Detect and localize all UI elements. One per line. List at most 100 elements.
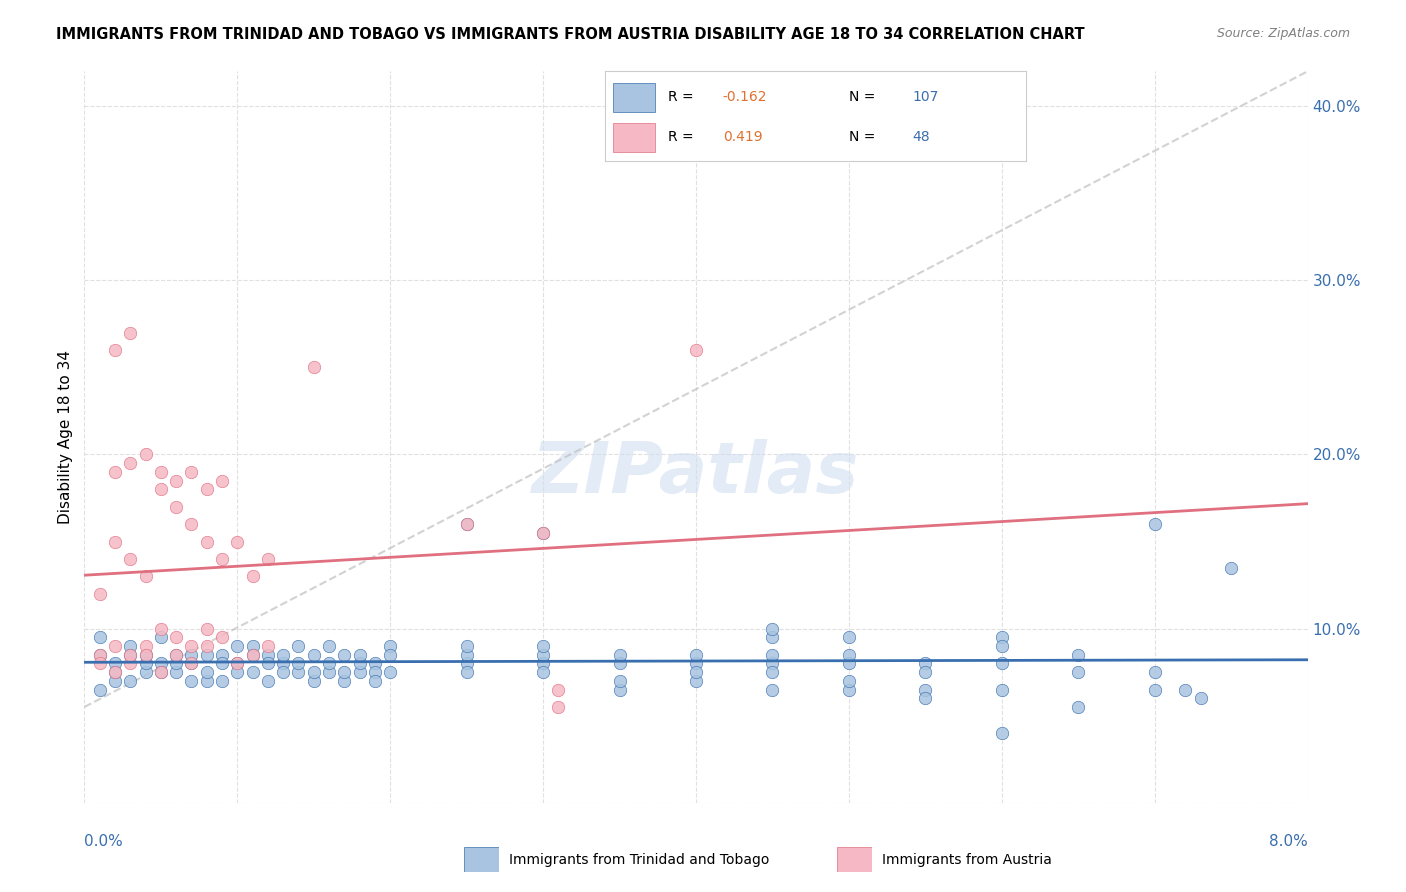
Text: 107: 107 <box>912 90 939 104</box>
Point <box>135 648 157 662</box>
Point <box>838 631 860 645</box>
Point <box>211 673 233 688</box>
Point <box>120 639 142 653</box>
Point <box>120 648 142 662</box>
Point <box>242 639 264 653</box>
Point <box>104 657 127 671</box>
Point <box>120 326 142 340</box>
Point <box>1067 648 1090 662</box>
Point <box>257 673 280 688</box>
Point <box>333 673 356 688</box>
Point <box>104 665 127 680</box>
Point <box>685 343 707 357</box>
Point <box>838 648 860 662</box>
Point <box>838 673 860 688</box>
Point <box>364 657 387 671</box>
Point <box>226 534 249 549</box>
Point <box>531 525 554 540</box>
Point <box>609 648 631 662</box>
Point <box>257 648 280 662</box>
Point <box>89 682 111 697</box>
Point <box>914 657 936 671</box>
Point <box>242 665 264 680</box>
Point <box>149 622 172 636</box>
Point <box>149 631 172 645</box>
Point <box>761 622 783 636</box>
Point <box>149 665 172 680</box>
Text: Source: ZipAtlas.com: Source: ZipAtlas.com <box>1216 27 1350 40</box>
Point <box>609 673 631 688</box>
Text: -0.162: -0.162 <box>723 90 768 104</box>
Point <box>135 448 157 462</box>
Point <box>761 631 783 645</box>
Point <box>991 657 1014 671</box>
Text: R =: R = <box>668 90 697 104</box>
Point <box>135 657 157 671</box>
Point <box>456 648 478 662</box>
Point <box>149 657 172 671</box>
Point <box>364 673 387 688</box>
Text: 8.0%: 8.0% <box>1268 834 1308 849</box>
Point <box>149 483 172 497</box>
Point <box>456 639 478 653</box>
Point <box>120 552 142 566</box>
Point <box>914 665 936 680</box>
Point <box>761 657 783 671</box>
Point <box>89 648 111 662</box>
Point <box>1189 691 1212 706</box>
Point <box>333 665 356 680</box>
Point <box>211 552 233 566</box>
Point <box>165 631 187 645</box>
Point <box>531 648 554 662</box>
Point <box>257 552 280 566</box>
Text: 48: 48 <box>912 130 931 145</box>
FancyBboxPatch shape <box>613 123 655 152</box>
Point <box>120 657 142 671</box>
Text: R =: R = <box>668 130 697 145</box>
Point <box>180 657 202 671</box>
Point <box>318 657 340 671</box>
Point <box>195 483 218 497</box>
Point <box>1143 517 1166 532</box>
FancyBboxPatch shape <box>613 83 655 112</box>
Point <box>180 657 202 671</box>
Point <box>104 534 127 549</box>
Point <box>257 639 280 653</box>
Point <box>165 657 187 671</box>
Point <box>302 665 325 680</box>
Point <box>104 465 127 479</box>
Point <box>104 673 127 688</box>
Point <box>991 631 1014 645</box>
Point <box>104 343 127 357</box>
Point <box>287 639 309 653</box>
Point <box>165 474 187 488</box>
Point <box>1220 560 1243 574</box>
Point <box>456 657 478 671</box>
Point <box>547 700 569 714</box>
Y-axis label: Disability Age 18 to 34: Disability Age 18 to 34 <box>58 350 73 524</box>
Point <box>302 648 325 662</box>
Point <box>380 639 402 653</box>
Point <box>135 639 157 653</box>
Point <box>242 569 264 583</box>
Point <box>242 648 264 662</box>
Point <box>149 665 172 680</box>
Point <box>761 665 783 680</box>
Point <box>257 657 280 671</box>
Point <box>89 631 111 645</box>
Point <box>226 639 249 653</box>
Point <box>195 622 218 636</box>
Point <box>914 691 936 706</box>
Point <box>149 465 172 479</box>
Point <box>195 648 218 662</box>
Point <box>914 682 936 697</box>
Point <box>120 648 142 662</box>
Point <box>531 665 554 680</box>
Point <box>364 665 387 680</box>
Text: Immigrants from Austria: Immigrants from Austria <box>882 853 1052 867</box>
Point <box>456 517 478 532</box>
Point <box>120 673 142 688</box>
Point <box>991 682 1014 697</box>
Point <box>89 587 111 601</box>
Text: IMMIGRANTS FROM TRINIDAD AND TOBAGO VS IMMIGRANTS FROM AUSTRIA DISABILITY AGE 18: IMMIGRANTS FROM TRINIDAD AND TOBAGO VS I… <box>56 27 1085 42</box>
